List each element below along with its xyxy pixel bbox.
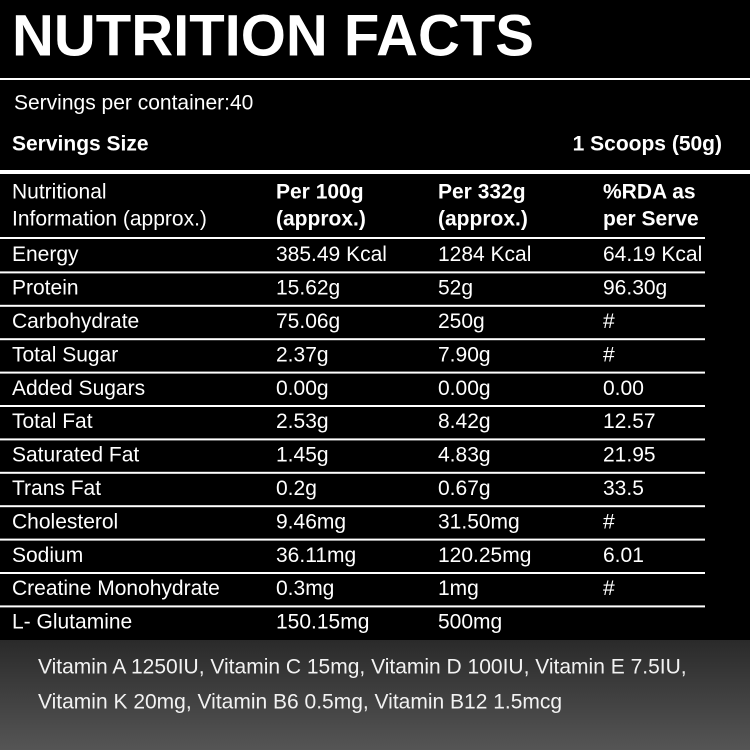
- nutrient-name: Carbohydrate: [12, 310, 139, 333]
- row-divider: [0, 505, 705, 508]
- column-header: Per 100g: [276, 181, 364, 204]
- nutrient-value: 6.01: [603, 544, 644, 567]
- row-divider: [0, 471, 705, 474]
- column-header: (approx.): [276, 208, 366, 231]
- nutrient-value: 12.57: [603, 410, 656, 433]
- nutrient-value: 33.5: [603, 477, 644, 500]
- nutrient-value: 1284 Kcal: [438, 243, 531, 266]
- row-divider: [0, 405, 705, 407]
- nutrient-name: Cholesterol: [12, 510, 118, 533]
- title: NUTRITION FACTS: [12, 3, 534, 68]
- row-divider: [0, 538, 705, 541]
- nutrient-value: 500mg: [438, 611, 502, 634]
- nutrient-name: Energy: [12, 243, 79, 266]
- nutrient-value: 0.00: [603, 377, 644, 400]
- nutrient-name: Creatine Monohydrate: [12, 577, 220, 600]
- column-header: Nutritional: [12, 181, 107, 204]
- nutrient-value: 4.83g: [438, 444, 491, 467]
- row-divider: [0, 572, 705, 574]
- nutrient-name: Added Sugars: [12, 377, 145, 400]
- nutrient-value: 150.15mg: [276, 611, 369, 634]
- nutrient-value: 96.30g: [603, 277, 667, 300]
- serving-size-value: 1 Scoops (50g): [573, 133, 722, 156]
- nutrient-name: L- Glutamine: [12, 611, 132, 634]
- column-header: per Serve: [603, 208, 699, 231]
- divider: [0, 78, 750, 80]
- nutrient-value: 250g: [438, 310, 485, 333]
- serving-size-label: Servings Size: [12, 133, 149, 156]
- column-header: Information (approx.): [12, 208, 207, 231]
- nutrient-name: Trans Fat: [12, 477, 101, 500]
- nutrient-value: 8.42g: [438, 410, 491, 433]
- nutrient-value: 52g: [438, 277, 473, 300]
- nutrient-value: 15.62g: [276, 277, 340, 300]
- nutrient-value: 2.37g: [276, 343, 329, 366]
- nutrient-name: Saturated Fat: [12, 444, 139, 467]
- vitamins-line: Vitamin A 1250IU, Vitamin C 15mg, Vitami…: [38, 656, 687, 679]
- nutrient-value: 0.00g: [276, 377, 329, 400]
- nutrient-name: Total Fat: [12, 410, 93, 433]
- nutrient-value: #: [603, 577, 615, 600]
- nutrient-name: Sodium: [12, 544, 83, 567]
- row-divider: [0, 338, 705, 341]
- nutrient-value: #: [603, 510, 615, 533]
- nutrient-value: 36.11mg: [276, 544, 356, 567]
- nutrient-value: #: [603, 343, 615, 366]
- nutrient-value: #: [603, 310, 615, 333]
- nutrient-value: 0.2g: [276, 477, 317, 500]
- row-divider: [0, 438, 705, 441]
- nutrient-value: 0.00g: [438, 377, 491, 400]
- nutrient-value: 75.06g: [276, 310, 340, 333]
- column-header: Per 332g: [438, 181, 526, 204]
- column-header: (approx.): [438, 208, 528, 231]
- nutrient-name: Protein: [12, 277, 79, 300]
- nutrient-value: 0.67g: [438, 477, 491, 500]
- nutrient-value: 1.45g: [276, 444, 329, 467]
- nutrient-value: 120.25mg: [438, 544, 531, 567]
- nutrient-value: 31.50mg: [438, 510, 520, 533]
- row-divider: [0, 271, 705, 274]
- vitamins-line: Vitamin K 20mg, Vitamin B6 0.5mg, Vitami…: [38, 691, 562, 714]
- nutrient-value: 2.53g: [276, 410, 329, 433]
- vitamin-panel: [0, 640, 750, 750]
- row-divider: [0, 304, 705, 307]
- divider: [0, 237, 705, 239]
- nutrient-value: 21.95: [603, 444, 656, 467]
- nutrient-value: 9.46mg: [276, 510, 346, 533]
- divider: [0, 170, 750, 174]
- servings-per-container: Servings per container:40: [14, 92, 253, 115]
- column-header: %RDA as: [603, 181, 696, 204]
- row-divider: [0, 371, 705, 374]
- nutrient-name: Total Sugar: [12, 343, 118, 366]
- nutrient-value: 385.49 Kcal: [276, 243, 387, 266]
- nutrient-value: 1mg: [438, 577, 479, 600]
- nutrient-value: 64.19 Kcal: [603, 243, 702, 266]
- nutrient-value: 7.90g: [438, 343, 491, 366]
- row-divider: [0, 605, 705, 608]
- nutrient-value: 0.3mg: [276, 577, 334, 600]
